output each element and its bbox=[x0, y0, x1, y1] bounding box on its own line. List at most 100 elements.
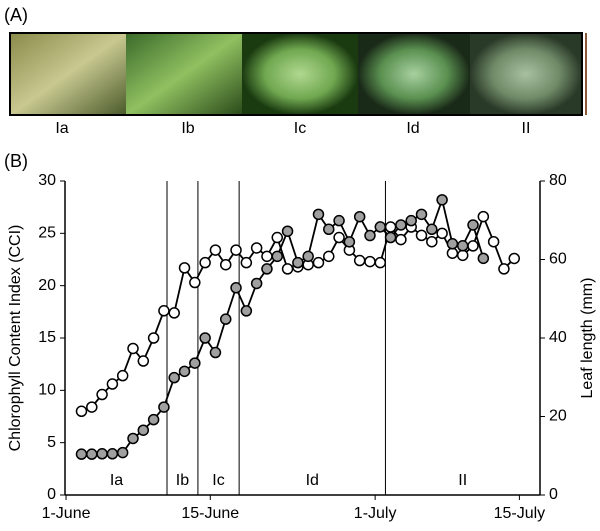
point bbox=[477, 210, 490, 223]
point bbox=[209, 346, 222, 359]
point bbox=[353, 210, 366, 223]
point bbox=[353, 254, 366, 267]
photo bbox=[242, 33, 358, 115]
y-tick-label: 20 bbox=[38, 277, 56, 294]
point bbox=[75, 448, 88, 460]
y-tick-label: 15 bbox=[38, 329, 56, 346]
y2-tick-label: 20 bbox=[549, 408, 567, 425]
x-tick-label: 15-June bbox=[181, 505, 239, 522]
point bbox=[158, 305, 170, 317]
point bbox=[477, 252, 490, 265]
point bbox=[230, 244, 242, 256]
point bbox=[395, 219, 407, 231]
point bbox=[508, 252, 520, 265]
point bbox=[86, 448, 98, 460]
photo bbox=[470, 33, 582, 115]
y2-tick-label: 60 bbox=[549, 251, 567, 268]
x-tick-label: 15-July bbox=[494, 505, 546, 522]
point bbox=[498, 263, 510, 275]
point bbox=[436, 194, 448, 206]
y-tick-label: 25 bbox=[38, 225, 56, 242]
point bbox=[426, 223, 438, 236]
point bbox=[426, 235, 438, 248]
point bbox=[271, 231, 284, 244]
y2-axis-label: Leaf length (mm) bbox=[579, 278, 596, 399]
point bbox=[467, 219, 479, 231]
point bbox=[395, 233, 407, 246]
point bbox=[250, 277, 263, 290]
y-tick-label: 10 bbox=[38, 382, 56, 399]
stage-label: Ia bbox=[110, 472, 123, 489]
point bbox=[147, 332, 160, 344]
stage-label: II bbox=[458, 472, 467, 489]
point bbox=[292, 256, 304, 269]
point bbox=[96, 448, 108, 460]
point bbox=[168, 371, 180, 384]
point bbox=[374, 221, 387, 233]
point bbox=[312, 256, 325, 269]
point bbox=[86, 401, 98, 413]
photo bbox=[126, 33, 242, 115]
photo-label: Id bbox=[406, 120, 419, 137]
point bbox=[189, 276, 201, 289]
y2-tick-label: 0 bbox=[549, 486, 558, 503]
point bbox=[323, 250, 335, 263]
point bbox=[189, 357, 201, 369]
point bbox=[219, 258, 232, 271]
x-tick-label: 1-July bbox=[354, 505, 397, 522]
point bbox=[116, 369, 129, 382]
point bbox=[333, 231, 345, 244]
panel-label: (A) bbox=[4, 5, 28, 25]
y-tick-label: 5 bbox=[47, 434, 56, 451]
point bbox=[106, 448, 119, 460]
point bbox=[384, 231, 397, 244]
y2-tick-label: 40 bbox=[549, 329, 567, 346]
point bbox=[333, 214, 345, 227]
point bbox=[374, 256, 387, 269]
photo-frame bbox=[9, 32, 583, 116]
photo-label: II bbox=[522, 120, 531, 137]
point bbox=[487, 235, 500, 248]
point bbox=[456, 240, 469, 252]
photo-label: Ic bbox=[294, 120, 306, 137]
point bbox=[127, 342, 139, 355]
point bbox=[106, 378, 119, 390]
point bbox=[446, 247, 459, 259]
y-axis-label: Chlorophyll Content Index (CCI) bbox=[7, 225, 24, 452]
point bbox=[415, 208, 428, 221]
point bbox=[137, 355, 150, 367]
point bbox=[250, 242, 263, 254]
point bbox=[199, 332, 211, 344]
point bbox=[209, 244, 222, 256]
point bbox=[343, 236, 356, 248]
panel-label: (B) bbox=[4, 151, 28, 171]
point bbox=[261, 250, 273, 263]
point bbox=[323, 223, 335, 236]
point bbox=[178, 262, 191, 274]
y-tick-label: 0 bbox=[47, 486, 56, 503]
point bbox=[116, 446, 129, 459]
point bbox=[147, 413, 160, 426]
point bbox=[219, 313, 232, 325]
point bbox=[127, 432, 139, 445]
point bbox=[364, 229, 376, 242]
stage-label: Ic bbox=[212, 472, 224, 489]
point bbox=[384, 221, 397, 233]
point bbox=[75, 405, 88, 418]
point bbox=[137, 424, 150, 436]
point bbox=[168, 307, 180, 319]
point bbox=[230, 282, 242, 294]
photo-label: Ia bbox=[55, 120, 68, 137]
point bbox=[178, 365, 191, 378]
point bbox=[364, 255, 376, 268]
photo bbox=[10, 33, 126, 115]
y-tick-label: 30 bbox=[38, 172, 56, 189]
point bbox=[456, 249, 469, 262]
point bbox=[240, 305, 253, 317]
point bbox=[199, 256, 211, 269]
point bbox=[467, 240, 479, 252]
point bbox=[158, 401, 170, 413]
series-line bbox=[81, 196, 485, 456]
photo bbox=[358, 33, 470, 115]
point bbox=[312, 208, 325, 221]
